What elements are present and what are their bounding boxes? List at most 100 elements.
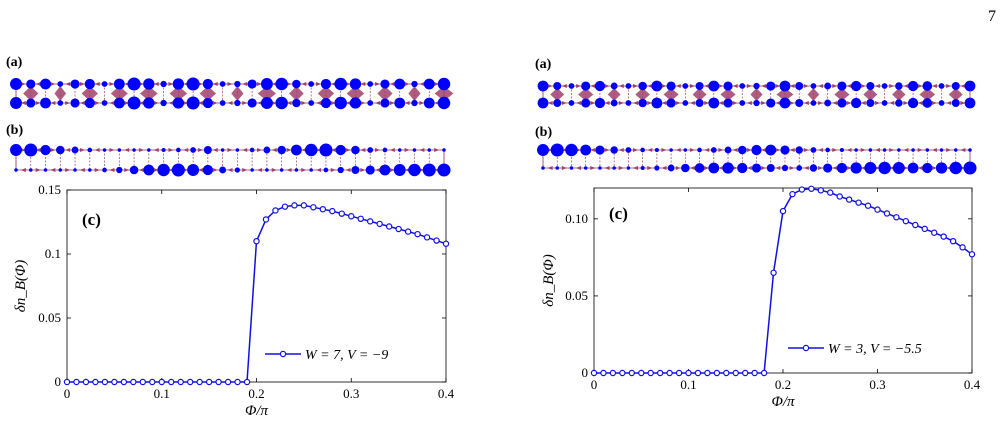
data-point [111, 378, 118, 386]
site-bottom [922, 98, 933, 108]
current-arrow [832, 148, 838, 152]
current-cone [834, 94, 850, 101]
current-arrow [661, 101, 667, 105]
page-number: 7 [988, 8, 996, 25]
site-top [71, 146, 79, 154]
current-cone [863, 94, 878, 101]
current-arrow [242, 82, 248, 86]
current-arrow [65, 148, 71, 152]
data-point [376, 220, 383, 228]
current-arrow [65, 101, 71, 105]
current-arrow [931, 166, 937, 170]
current-arrow [271, 168, 277, 172]
site-bottom [411, 99, 418, 107]
site-top [669, 148, 673, 152]
current-arrow [889, 148, 895, 152]
y-tick-label: 0.1 [45, 246, 61, 261]
current-arrow [818, 166, 824, 170]
site-top [868, 148, 873, 152]
current-arrow [946, 84, 952, 88]
current-arrow [271, 148, 277, 152]
site-bottom [651, 97, 663, 109]
site-top [304, 143, 318, 157]
site-top [610, 146, 618, 154]
site-top [765, 144, 777, 156]
current-arrow [389, 148, 395, 152]
current-arrow [50, 101, 56, 105]
current-arrow [647, 101, 653, 105]
current-arrow [375, 168, 381, 172]
site-top [292, 79, 301, 89]
current-arrow [257, 101, 263, 105]
site-top [26, 79, 36, 89]
data-point [902, 217, 910, 225]
strip-a-right [537, 80, 976, 109]
data-point [855, 199, 862, 206]
site-top [907, 80, 919, 92]
site-top [638, 81, 647, 91]
data-point [348, 213, 355, 220]
site-bottom [186, 96, 200, 110]
current-arrow [138, 168, 144, 172]
data-point [177, 378, 184, 386]
data-point [63, 378, 71, 386]
data-point [949, 237, 957, 245]
current-arrow [65, 82, 71, 86]
current-arrow [903, 101, 909, 105]
current-arrow [604, 101, 610, 105]
site-top [10, 144, 22, 156]
data-point [423, 234, 431, 241]
legend: W = 7, V = −9 [265, 348, 388, 363]
current-arrow [434, 82, 440, 86]
data-point [253, 237, 260, 245]
site-bottom [581, 98, 591, 108]
site-bottom [568, 100, 575, 106]
site-bottom [681, 163, 690, 173]
current-cone [635, 94, 650, 101]
data-point [619, 369, 626, 377]
site-top [308, 81, 315, 87]
current-arrow [561, 166, 567, 170]
site-top [234, 80, 241, 88]
data-point [262, 216, 270, 223]
site-bottom [810, 100, 817, 106]
data-point [442, 240, 450, 247]
site-bottom [84, 97, 95, 109]
current-arrow [960, 148, 966, 152]
data-point [385, 223, 393, 230]
current-cone [346, 93, 365, 101]
data-point [73, 378, 80, 386]
current-arrow [874, 84, 880, 88]
site-top [442, 148, 446, 152]
data-point [205, 378, 213, 386]
site-bottom [247, 98, 257, 108]
legend-marker [802, 344, 810, 352]
site-bottom [265, 168, 269, 172]
data-point [760, 369, 768, 377]
data-point [186, 378, 194, 386]
current-cone [807, 88, 820, 95]
current-arrow [789, 101, 795, 105]
site-bottom [334, 96, 347, 110]
site-bottom [553, 99, 562, 107]
data-point [224, 378, 232, 386]
site-bottom [250, 168, 254, 172]
data-point [367, 218, 374, 225]
current-cone [317, 86, 335, 94]
site-bottom [40, 97, 51, 109]
site-bottom [610, 99, 618, 107]
current-arrow [20, 148, 26, 152]
site-top [964, 80, 976, 92]
panel-label-c: (c) [82, 210, 101, 229]
site-bottom [837, 98, 847, 108]
data-point [751, 369, 758, 377]
site-top [651, 80, 663, 92]
site-bottom [949, 161, 963, 175]
site-top [695, 82, 704, 90]
site-bottom [323, 167, 329, 173]
data-point [149, 378, 156, 386]
site-top [537, 144, 549, 156]
current-arrow [301, 82, 307, 86]
current-cone [635, 88, 650, 95]
site-top [351, 145, 360, 155]
